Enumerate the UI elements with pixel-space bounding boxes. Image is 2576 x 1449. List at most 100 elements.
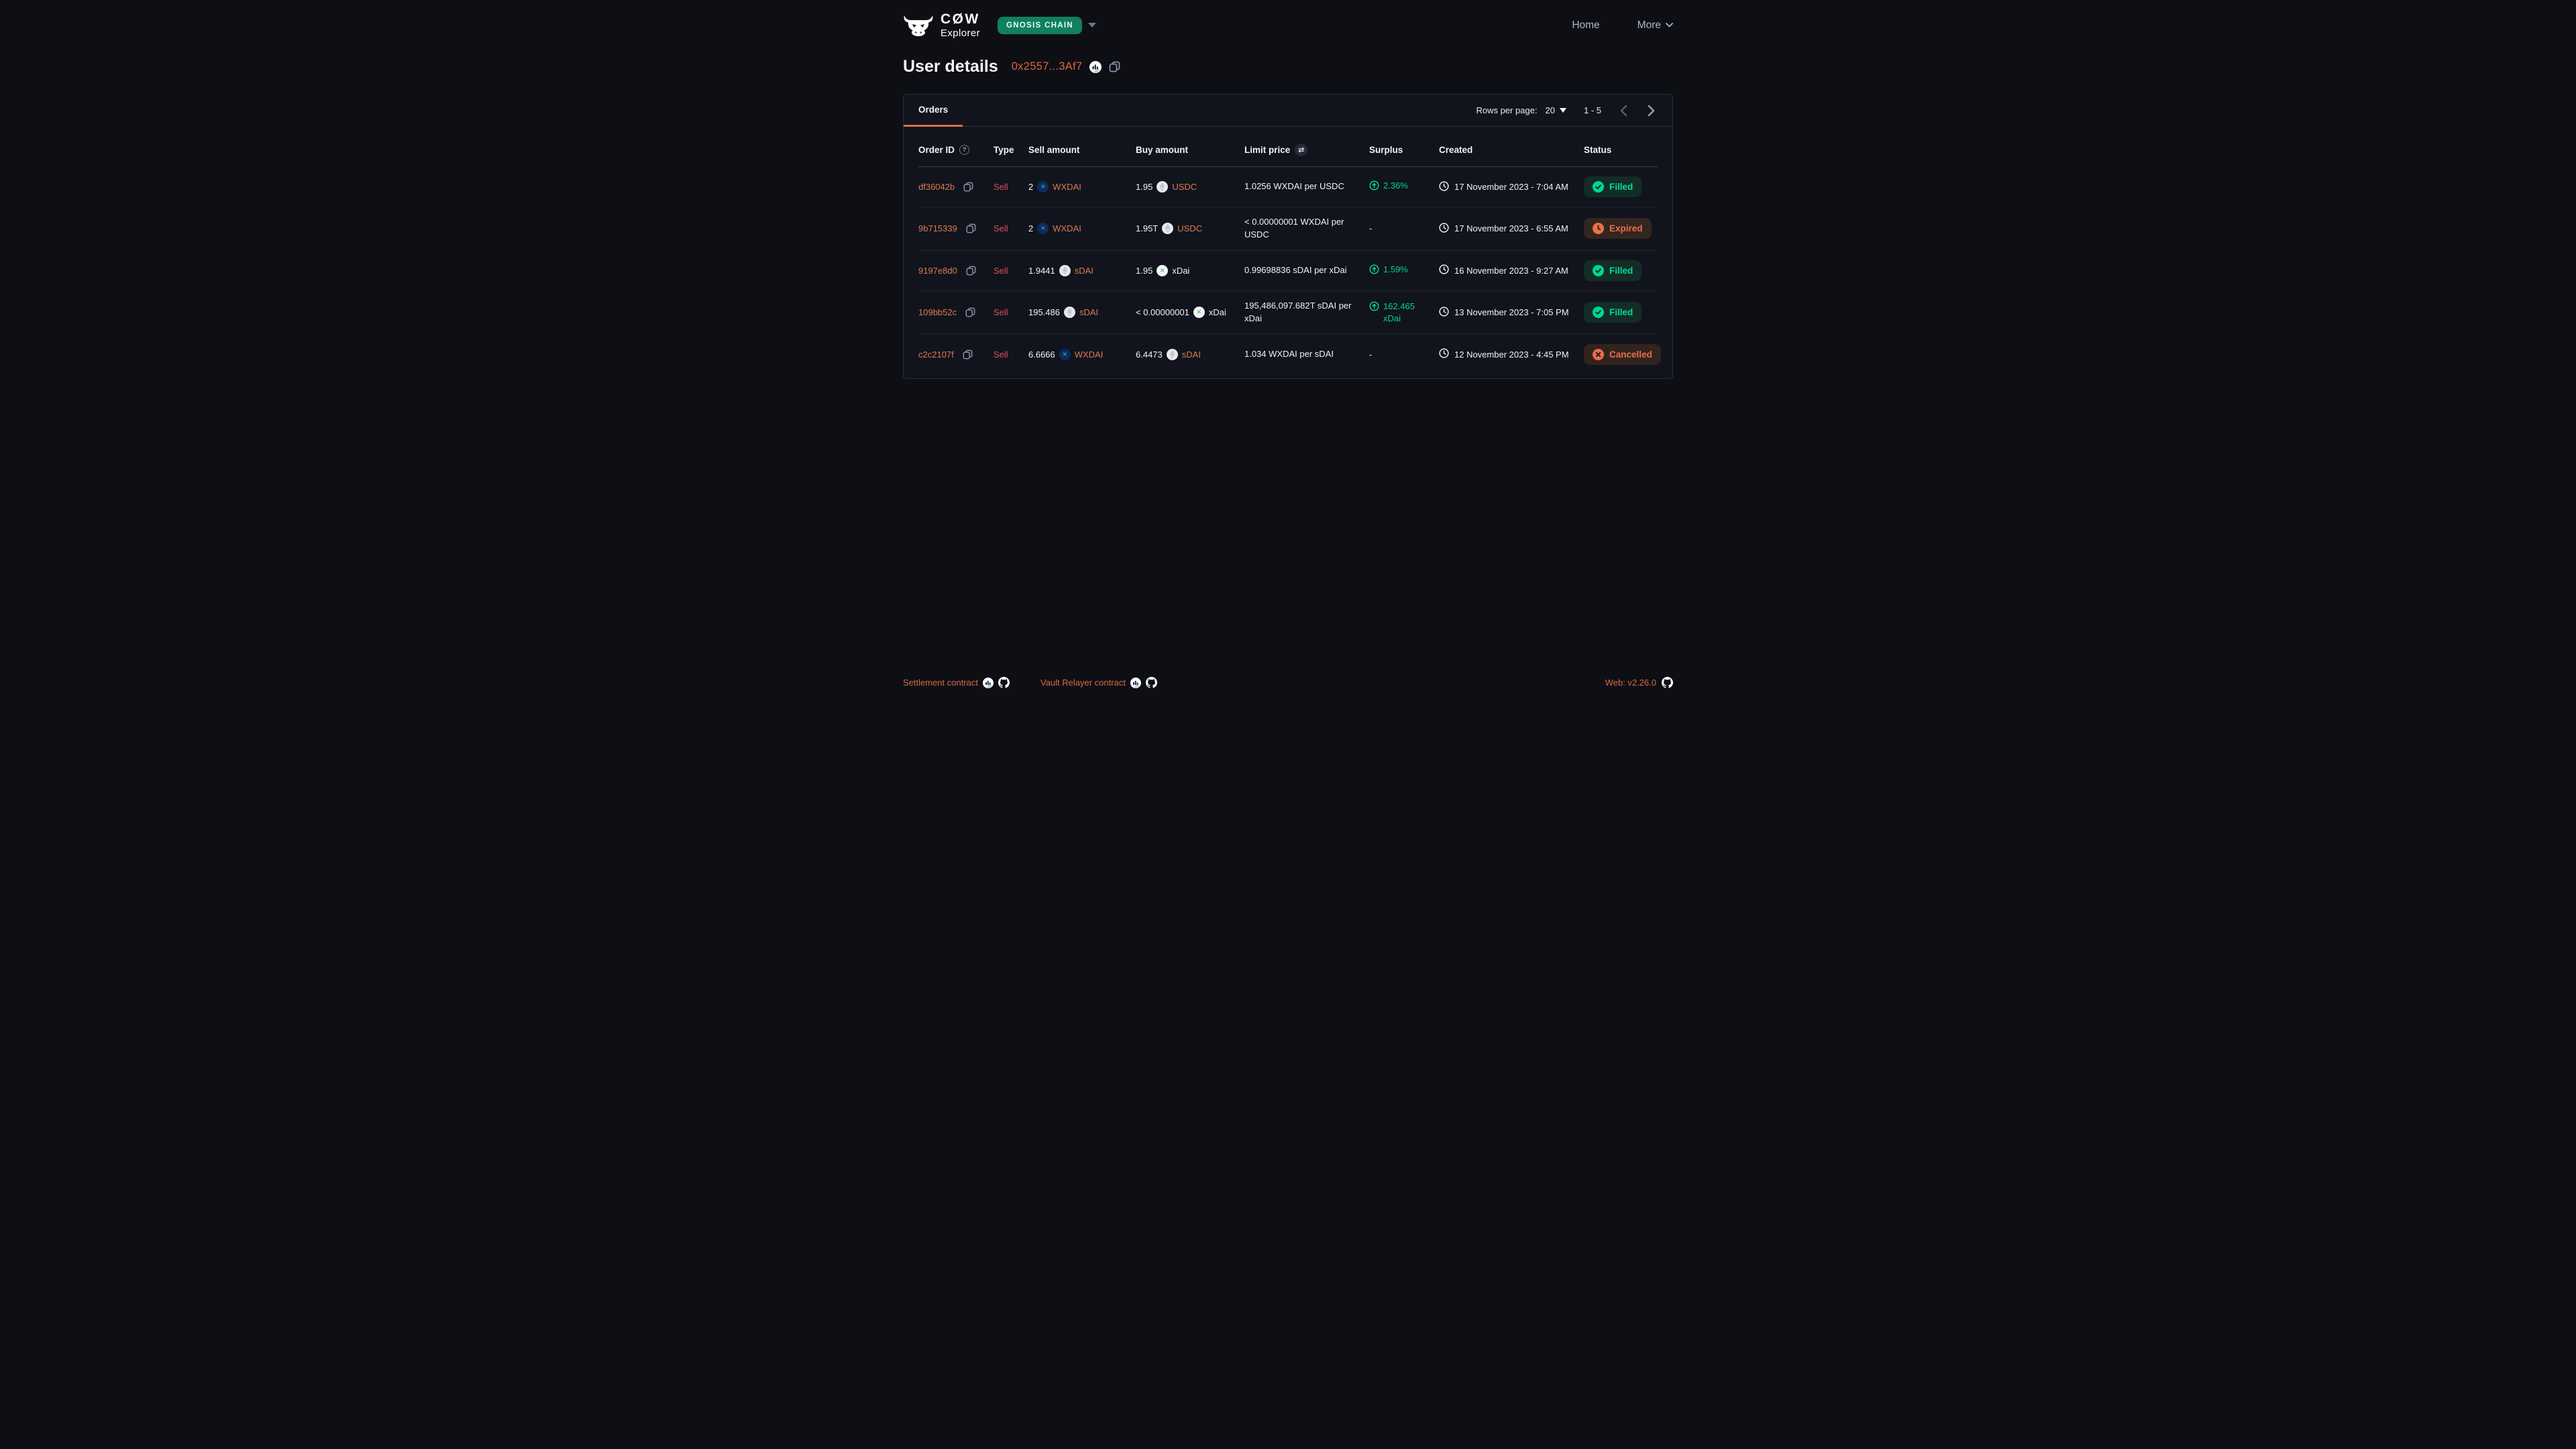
- blockscout-icon[interactable]: [983, 677, 994, 688]
- buy-token-icon: ✕: [1157, 264, 1169, 276]
- col-buy-amount: Buy amount: [1136, 145, 1189, 155]
- github-icon[interactable]: [1145, 677, 1157, 688]
- sell-token-link[interactable]: sDAI: [1079, 307, 1099, 318]
- limit-price-value: 195,486,097.682T sDAI per xDai: [1244, 300, 1352, 323]
- order-id-link[interactable]: df36042b: [918, 182, 955, 192]
- rows-per-page-select[interactable]: 20: [1546, 105, 1566, 115]
- created-value: 12 November 2023 - 4:45 PM: [1454, 349, 1569, 360]
- col-order-id: Order ID: [918, 145, 955, 155]
- status-badge: Filled: [1584, 176, 1642, 197]
- order-type: Sell: [994, 223, 1008, 234]
- buy-token-link: xDai: [1172, 265, 1190, 276]
- status-badge: Cancelled: [1584, 343, 1661, 365]
- github-icon[interactable]: [1662, 677, 1673, 688]
- sell-amount-value: 6.6666: [1028, 349, 1055, 360]
- vault-relayer-contract-link[interactable]: Vault Relayer contract: [1040, 678, 1126, 688]
- sell-amount-value: 1.9441: [1028, 265, 1055, 276]
- nav-more-label: More: [1637, 19, 1661, 31]
- buy-token-link[interactable]: USDC: [1177, 223, 1203, 234]
- buy-token-link[interactable]: USDC: [1172, 182, 1197, 192]
- nav-more-link[interactable]: More: [1638, 19, 1673, 32]
- copy-order-id-button[interactable]: [966, 223, 976, 233]
- rows-per-page-value: 20: [1545, 105, 1555, 115]
- order-id-cell: 9197e8d0: [918, 266, 994, 276]
- nav-home-link[interactable]: Home: [1572, 19, 1600, 31]
- buy-token-icon: [1166, 348, 1178, 360]
- surplus-cell: 1.59%: [1369, 264, 1439, 278]
- status-cell: Expired: [1584, 218, 1661, 239]
- copy-order-id-button[interactable]: [966, 266, 976, 276]
- user-address[interactable]: 0x2557...3Af7: [1011, 60, 1083, 72]
- page-header: User details 0x2557...3Af7: [903, 57, 1673, 76]
- prev-page-button[interactable]: [1619, 103, 1629, 118]
- surplus-cell: 162.465 xDai: [1369, 301, 1439, 324]
- swap-price-icon[interactable]: ⇄: [1295, 144, 1308, 156]
- clock-icon: [1439, 348, 1449, 360]
- surplus-value: 1.59%: [1383, 264, 1408, 274]
- col-type: Type: [994, 145, 1014, 155]
- sell-token-link[interactable]: WXDAI: [1053, 223, 1081, 234]
- github-icon[interactable]: [998, 677, 1010, 688]
- sell-amount-value: 2: [1028, 223, 1034, 234]
- copy-order-id-button[interactable]: [963, 350, 973, 360]
- pagination-controls: Rows per page: 20 1 - 5: [1476, 103, 1672, 118]
- help-icon[interactable]: ?: [959, 145, 970, 155]
- status-label: Cancelled: [1609, 349, 1652, 360]
- surplus-up-icon: [1369, 301, 1379, 315]
- col-limit-price: Limit price: [1244, 145, 1291, 155]
- status-label: Filled: [1609, 307, 1633, 318]
- col-sell-amount: Sell amount: [1028, 145, 1080, 155]
- order-id-link[interactable]: 9197e8d0: [918, 265, 957, 276]
- top-bar: CØW Explorer GNOSIS CHAIN Home More: [644, 0, 1932, 38]
- order-id-link[interactable]: c2c2107f: [918, 349, 954, 360]
- top-nav: Home More: [1572, 19, 1673, 32]
- order-id-link[interactable]: 109bb52c: [918, 307, 957, 318]
- created-cell: 13 November 2023 - 7:05 PM: [1439, 306, 1584, 319]
- network-selector[interactable]: GNOSIS CHAIN: [998, 16, 1097, 34]
- page-title: User details: [903, 57, 998, 76]
- sell-token-icon: ✕: [1037, 223, 1049, 235]
- sell-token-link[interactable]: WXDAI: [1053, 182, 1081, 192]
- copy-address-button[interactable]: [1109, 61, 1120, 72]
- clock-icon: [1439, 306, 1449, 319]
- blockscout-link-icon[interactable]: [1089, 60, 1102, 73]
- copy-order-id-button[interactable]: [963, 182, 973, 192]
- limit-price-value: < 0.00000001 WXDAI per USDC: [1244, 217, 1344, 239]
- network-badge[interactable]: GNOSIS CHAIN: [998, 16, 1083, 34]
- sell-amount-cell: 2 ✕ WXDAI: [1028, 223, 1136, 235]
- status-label: Expired: [1609, 223, 1643, 234]
- orders-table: Order ID? Type Sell amount Buy amount Li…: [904, 127, 1672, 378]
- cow-explorer-logo[interactable]: CØW Explorer: [903, 12, 980, 38]
- buy-amount-cell: < 0.00000001 ✕ xDai: [1136, 307, 1244, 319]
- buy-token-link[interactable]: sDAI: [1181, 349, 1201, 360]
- order-type: Sell: [994, 307, 1008, 318]
- created-value: 13 November 2023 - 7:05 PM: [1454, 307, 1569, 318]
- sell-token-link[interactable]: sDAI: [1074, 265, 1093, 276]
- limit-price-value: 0.99698836 sDAI per xDai: [1244, 264, 1347, 275]
- status-icon: [1593, 264, 1604, 276]
- buy-token-icon: [1162, 223, 1174, 235]
- buy-amount-value: < 0.00000001: [1136, 307, 1189, 318]
- surplus-value: 162.465 xDai: [1383, 301, 1415, 323]
- order-type: Sell: [994, 265, 1008, 276]
- sell-token-link[interactable]: WXDAI: [1074, 349, 1104, 360]
- logo-title: CØW: [941, 11, 980, 27]
- next-page-button[interactable]: [1646, 103, 1656, 118]
- col-created: Created: [1439, 145, 1473, 155]
- sell-amount-cell: 2 ✕ WXDAI: [1028, 181, 1136, 193]
- sell-amount-cell: 6.6666 ✕ WXDAI: [1028, 348, 1136, 360]
- copy-order-id-button[interactable]: [965, 307, 975, 317]
- web-version-link[interactable]: Web: v2.26.0: [1605, 678, 1656, 688]
- tab-orders[interactable]: Orders: [904, 95, 963, 127]
- rows-per-page-label: Rows per page:: [1476, 105, 1538, 115]
- table-row: 9197e8d0 Sell 1.9441 sDAI 1.95 ✕ xDai 0.…: [918, 251, 1658, 291]
- buy-amount-value: 1.95T: [1136, 223, 1159, 234]
- order-id-link[interactable]: 9b715339: [918, 223, 957, 234]
- settlement-contract-link[interactable]: Settlement contract: [903, 678, 978, 688]
- surplus: -: [1369, 223, 1372, 235]
- surplus-up-icon: [1369, 264, 1379, 278]
- logo-subtitle: Explorer: [941, 28, 981, 39]
- cow-head-icon: [903, 15, 934, 36]
- buy-amount-value: 6.4473: [1136, 349, 1163, 360]
- blockscout-icon[interactable]: [1130, 677, 1141, 688]
